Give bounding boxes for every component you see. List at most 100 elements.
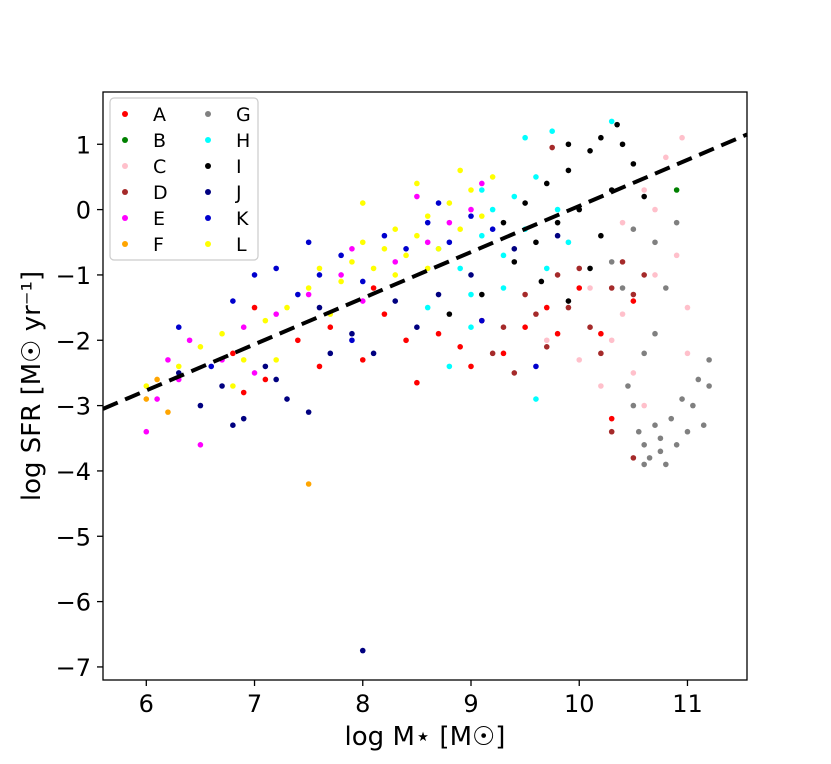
- data-point: [500, 219, 507, 226]
- legend-label: E: [153, 208, 165, 230]
- data-point: [424, 213, 431, 219]
- data-point: [511, 259, 518, 265]
- legend-marker: [122, 163, 128, 169]
- data-point: [143, 428, 150, 435]
- data-point: [565, 141, 572, 148]
- data-point: [316, 304, 323, 311]
- data-point: [576, 357, 583, 363]
- data-point: [635, 428, 642, 435]
- data-point: [403, 252, 409, 259]
- series-L: [143, 167, 496, 389]
- legend-marker: [205, 241, 211, 247]
- data-point: [652, 239, 658, 246]
- data-point: [684, 304, 691, 311]
- data-point: [690, 402, 696, 409]
- data-point: [598, 330, 604, 337]
- data-point: [240, 389, 247, 396]
- data-point: [668, 415, 675, 422]
- data-point: [327, 350, 334, 357]
- legend-marker: [122, 111, 128, 117]
- data-point: [673, 442, 680, 448]
- data-point: [608, 428, 615, 435]
- data-point: [619, 219, 626, 226]
- data-point: [392, 226, 399, 232]
- data-point: [619, 311, 626, 317]
- data-point: [619, 141, 626, 148]
- legend-marker: [205, 137, 211, 143]
- data-point: [359, 357, 366, 363]
- data-point: [251, 304, 258, 311]
- data-point: [414, 324, 420, 331]
- data-point: [262, 376, 269, 383]
- y-tick-label: −5: [56, 523, 91, 551]
- data-point: [327, 324, 334, 331]
- data-point: [468, 213, 474, 219]
- data-point: [197, 344, 204, 350]
- data-point: [598, 232, 604, 239]
- legend-marker: [205, 163, 211, 169]
- data-point: [349, 259, 355, 265]
- data-point: [538, 278, 545, 285]
- legend-item-C: C: [122, 156, 166, 178]
- data-point: [565, 239, 572, 246]
- legend-marker: [205, 111, 211, 117]
- data-point: [489, 350, 496, 357]
- legend-item-H: H: [205, 130, 250, 152]
- x-tick-label: 7: [247, 690, 262, 718]
- data-point: [657, 435, 664, 442]
- data-point: [305, 239, 312, 246]
- data-point: [679, 134, 685, 141]
- data-point: [652, 330, 658, 337]
- data-point: [479, 213, 485, 219]
- data-point: [554, 219, 561, 226]
- data-point: [608, 337, 615, 344]
- legend-label: D: [153, 182, 168, 204]
- series-H: [424, 118, 615, 402]
- series-B: [673, 187, 680, 193]
- data-point: [403, 337, 409, 344]
- data-point: [565, 304, 572, 311]
- data-point: [598, 383, 604, 389]
- data-point: [630, 455, 637, 461]
- data-point: [489, 206, 496, 213]
- data-point: [565, 298, 572, 304]
- data-point: [700, 422, 707, 429]
- data-point: [424, 239, 431, 246]
- data-point: [641, 442, 647, 448]
- data-point: [554, 232, 561, 239]
- series-A: [230, 285, 637, 422]
- plot-frame: [102, 91, 748, 681]
- data-point: [641, 402, 647, 409]
- series-F: [143, 376, 312, 487]
- data-point: [154, 376, 160, 383]
- series-J: [175, 232, 561, 654]
- data-point: [663, 461, 669, 468]
- data-point: [706, 383, 712, 389]
- data-point: [208, 363, 215, 370]
- legend-label: B: [153, 130, 166, 152]
- data-point: [468, 324, 474, 331]
- data-point: [652, 422, 658, 429]
- data-point: [240, 415, 247, 422]
- legend-label: J: [235, 182, 242, 204]
- legend-box: [109, 97, 259, 261]
- data-point: [652, 272, 658, 278]
- y-axis-label: log SFR [M☉ yr⁻¹]: [17, 271, 47, 501]
- data-point: [295, 291, 301, 298]
- x-tick-label: 9: [463, 690, 478, 718]
- x-tick-label: 6: [139, 690, 154, 718]
- data-point: [641, 461, 647, 468]
- data-point: [630, 370, 637, 376]
- data-point: [479, 180, 485, 187]
- data-point: [359, 298, 366, 304]
- data-point: [457, 167, 463, 174]
- legend-label: H: [236, 130, 250, 152]
- legend-marker: [122, 215, 128, 221]
- data-point: [186, 337, 193, 344]
- legend-item-G: G: [205, 104, 251, 126]
- legend-label: A: [153, 104, 166, 126]
- data-point: [273, 357, 279, 363]
- data-point: [262, 317, 269, 324]
- data-point: [554, 272, 561, 278]
- data-point: [457, 344, 463, 350]
